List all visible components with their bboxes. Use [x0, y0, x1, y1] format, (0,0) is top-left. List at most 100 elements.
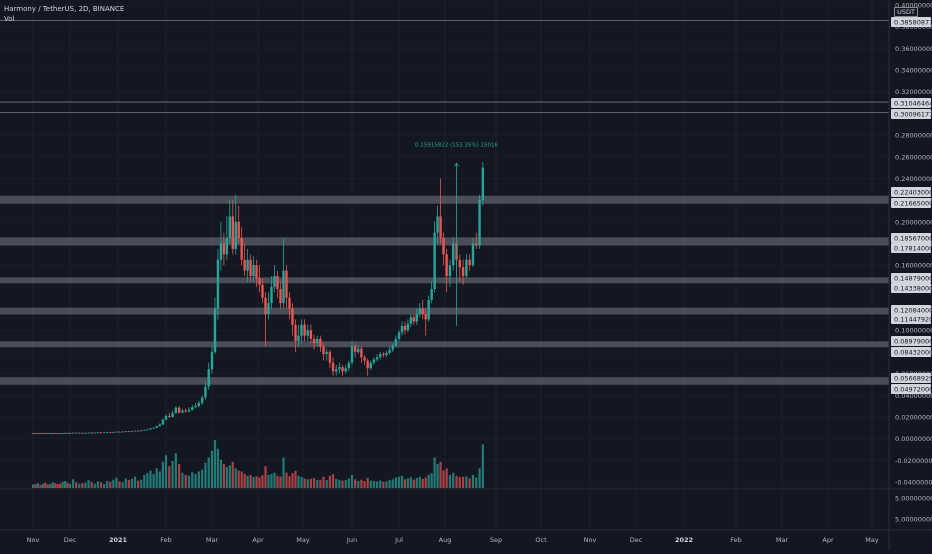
volume-bar-49	[174, 453, 177, 488]
candle-body-70	[240, 238, 243, 260]
level-label-2: 0.30096177	[894, 111, 932, 119]
candle-134	[436, 205, 439, 244]
candle-128	[418, 303, 421, 318]
volume-bar-140	[455, 475, 458, 488]
volume-bar-64	[222, 464, 225, 488]
candle-88	[294, 319, 297, 352]
volume-bar-108	[357, 481, 360, 488]
measure-arrow-icon	[454, 162, 459, 167]
candle-body-95	[316, 338, 319, 344]
candle-body-80	[270, 286, 273, 304]
price-tick-1: 0.38000000	[895, 23, 932, 31]
candle-body-22	[90, 432, 93, 434]
grid	[32, 0, 873, 530]
volume-bar-82	[276, 475, 279, 488]
candle-body-47	[168, 415, 171, 417]
volume-bar-19	[81, 483, 84, 488]
candle-71	[243, 243, 246, 277]
volume-bar-143	[465, 476, 468, 488]
price-tick-6: 0.28000000	[895, 132, 932, 140]
candle-body-66	[228, 216, 232, 239]
candle-body-71	[243, 259, 246, 271]
candle-104	[344, 364, 347, 374]
volume-bar-109	[360, 479, 363, 488]
level-label-3: 0.22403000	[894, 189, 932, 197]
volume-indicator-label[interactable]: Vol	[4, 15, 15, 23]
candle-body-77	[261, 284, 264, 298]
volume-bar-81	[273, 472, 276, 488]
candle-95	[316, 335, 319, 347]
candle-body-18	[78, 432, 81, 434]
candle-22	[90, 432, 93, 434]
volume-bar-104	[344, 480, 347, 488]
volume-bar-114	[375, 481, 379, 488]
candle-14	[66, 432, 69, 434]
volume-bar-20	[84, 482, 87, 488]
volume-bar-38	[140, 479, 143, 488]
volume-tick-1: 5.00000000	[895, 516, 932, 524]
candle-body-143	[465, 259, 468, 277]
volume-bar-72	[246, 475, 249, 488]
candle-56	[197, 400, 201, 408]
candle-141	[458, 254, 462, 282]
candle-99	[328, 349, 332, 369]
volume-bar-51	[181, 472, 184, 488]
candle-body-103	[341, 367, 344, 372]
horizontal-lines	[0, 19, 889, 113]
candle-26	[102, 432, 106, 434]
candle-body-45	[161, 419, 165, 425]
candle-body-17	[74, 432, 78, 434]
candle-body-65	[225, 238, 229, 255]
volume-bar-75	[255, 476, 258, 488]
volume-bar-37	[137, 480, 140, 488]
volume-bar-105	[347, 478, 350, 488]
volume-bar-66	[228, 465, 231, 488]
volume-bar-116	[382, 481, 385, 488]
volume-bar-21	[87, 480, 90, 488]
volume-bar-147	[478, 468, 481, 488]
volume-bar-34	[127, 480, 130, 488]
currency-label[interactable]: USDT	[894, 7, 918, 17]
candle-body-78	[264, 297, 267, 314]
candle-body-63	[219, 243, 223, 260]
candle-body-19	[81, 432, 84, 434]
candle-body-64	[222, 243, 226, 255]
candle-133	[433, 221, 436, 293]
volume-bar-0	[31, 484, 35, 488]
candle-82	[276, 270, 279, 298]
volume-bar-89	[297, 475, 300, 488]
volume-bar-102	[338, 479, 341, 488]
candle-8	[51, 432, 54, 434]
candle-body-14	[66, 432, 69, 434]
candle-body-108	[357, 348, 360, 352]
candle-110	[363, 355, 366, 365]
candle-125	[409, 313, 413, 327]
volume-bar-73	[249, 474, 252, 488]
candle-body-38	[140, 430, 143, 432]
volume-bar-86	[288, 476, 291, 488]
level-label-bg-12	[891, 347, 931, 357]
candle-64	[222, 232, 226, 266]
candle-74	[252, 256, 255, 282]
candle-body-76	[258, 278, 261, 285]
candle-25	[99, 432, 103, 434]
volume-bar-83	[279, 476, 282, 488]
level-label-6: 0.17814000	[894, 245, 932, 253]
candle-body-61	[213, 308, 217, 352]
candle-12	[61, 432, 64, 434]
price-tick-10: 0.20000000	[895, 218, 932, 226]
candle-body-147	[478, 200, 481, 246]
volume-bar-71	[243, 474, 246, 488]
volume-bar-55	[194, 474, 197, 488]
candle-19	[81, 432, 84, 434]
volume-bar-99	[328, 475, 331, 488]
time-tick-6: May	[296, 536, 310, 544]
volume-bar-130	[424, 477, 427, 488]
time-tick-13: Dec	[630, 536, 643, 544]
volume-bar-14	[66, 482, 69, 488]
candle-body-42	[152, 427, 155, 429]
zone-3	[0, 307, 889, 315]
volume-bar-23	[93, 483, 96, 488]
price-tick-8: 0.24000000	[895, 175, 932, 183]
